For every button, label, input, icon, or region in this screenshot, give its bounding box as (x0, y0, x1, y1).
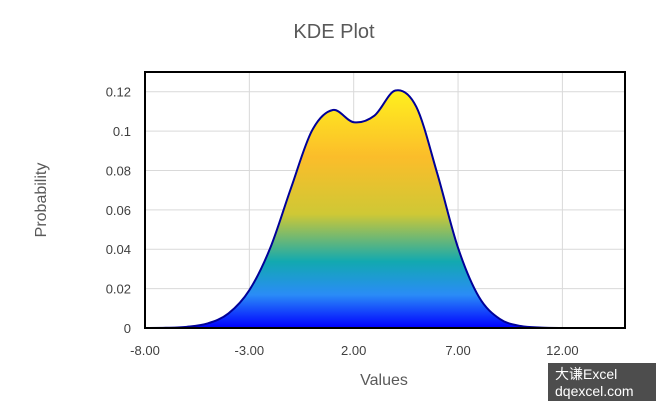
watermark-line1: 大谦Excel (555, 366, 617, 382)
chart-title: KDE Plot (293, 21, 375, 43)
y-axis-title: Probability (33, 163, 50, 238)
y-tick-label: 0.02 (106, 282, 131, 297)
watermark: 大谦Excel dqexcel.com (548, 363, 656, 401)
x-tick-label: 2.00 (341, 343, 366, 358)
x-axis-title: Values (360, 372, 408, 389)
x-tick-label: 7.00 (445, 343, 470, 358)
y-tick-label: 0 (124, 321, 131, 336)
y-tick-label: 0.06 (106, 203, 131, 218)
y-tick-label: 0.08 (106, 163, 131, 178)
x-tick-label: -3.00 (235, 343, 265, 358)
y-tick-label: 0.04 (106, 242, 131, 257)
x-tick-label: 12.00 (546, 343, 579, 358)
x-tick-label: -8.00 (130, 343, 160, 358)
plot-frame (144, 71, 626, 329)
y-tick-label: 0.12 (106, 85, 131, 100)
density-area (145, 90, 625, 328)
watermark-line2: dqexcel.com (555, 383, 634, 399)
x-axis-ticks: -8.00 -3.00 2.00 7.00 12.00 (130, 343, 578, 358)
y-tick-label: 0.1 (113, 124, 131, 139)
y-axis-ticks: 0 0.02 0.04 0.06 0.08 0.1 0.12 (106, 85, 131, 336)
